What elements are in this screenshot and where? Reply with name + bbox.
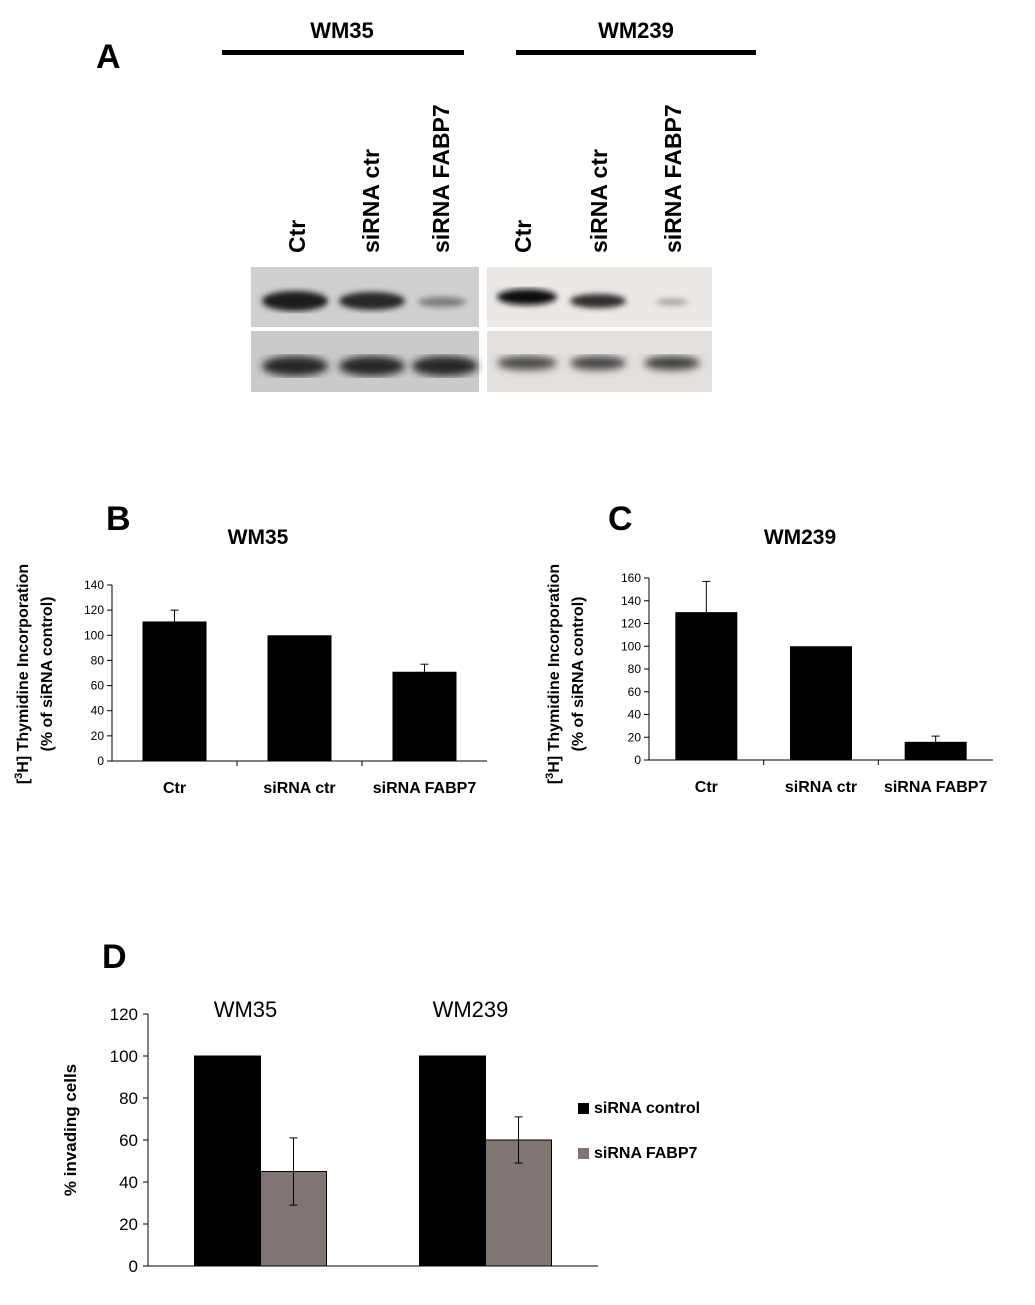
chart-c-title: WM239 (764, 526, 836, 549)
band-wm35-sirna-ctr-top (339, 292, 405, 310)
wm239-group-title: WM239 (598, 18, 674, 43)
bar-2 (392, 671, 457, 761)
band-wm239-sirna-ctr-bottom (570, 356, 626, 370)
panel-b-letter: B (106, 500, 131, 538)
band-wm35-sirna-fabp7-bottom (412, 356, 478, 376)
band-wm239-sirna-fabp7-bottom (644, 356, 700, 370)
y-tick-label: 20 (119, 1215, 138, 1234)
chart-b-ylabel-line1: [3H] Thymidine Incorporation (13, 564, 32, 784)
legend-label: siRNA FABP7 (594, 1145, 698, 1162)
y-tick-label: 100 (621, 639, 641, 653)
y-tick-label: 80 (91, 653, 105, 667)
chart-c-ylabel-line2: (% of siRNA control) (570, 597, 587, 752)
chart-d-ylabel: % invading cells (61, 1064, 80, 1196)
legend-swatch-0 (578, 1103, 589, 1114)
chart-c-ylabel-sup: 3 (544, 773, 556, 779)
y-tick-label: 20 (628, 730, 642, 744)
band-wm35-sirna-ctr-bottom (339, 356, 405, 376)
chart-b-title: WM35 (228, 526, 289, 549)
lane-label-wm239-sirna-ctr: siRNA ctr (586, 149, 612, 253)
group-label: WM239 (433, 997, 509, 1022)
bar-1-0 (419, 1055, 486, 1267)
y-tick-label: 40 (119, 1173, 138, 1192)
y-tick-label: 60 (91, 679, 105, 693)
y-tick-label: 120 (110, 1005, 138, 1024)
group-label: WM35 (214, 997, 278, 1022)
band-wm239-ctr-top (497, 289, 557, 305)
y-tick-label: 60 (119, 1131, 138, 1150)
lane-label-wm35-sirna-ctr: siRNA ctr (358, 149, 384, 253)
chart-c-wm239-thymidine: WM239 [3H] Thymidine Incorporation (% of… (544, 526, 993, 796)
y-tick-label: 120 (621, 617, 641, 631)
y-tick-label: 80 (119, 1089, 138, 1108)
y-tick-label: 160 (621, 571, 641, 585)
wm239-group-rule (516, 50, 756, 55)
x-category-label: siRNA FABP7 (373, 780, 477, 797)
band-wm35-sirna-fabp7-top (418, 297, 466, 307)
x-category-label: siRNA ctr (785, 779, 857, 796)
y-tick-label: 0 (129, 1257, 138, 1276)
western-blot-image (251, 267, 712, 392)
lane-label-wm35-sirna-fabp7: siRNA FABP7 (428, 104, 454, 253)
y-tick-label: 0 (634, 753, 641, 767)
y-tick-label: 40 (91, 704, 105, 718)
x-category-label: Ctr (695, 779, 718, 796)
y-tick-label: 120 (84, 603, 104, 617)
panel-a-letter: A (96, 38, 121, 76)
x-category-label: siRNA ctr (263, 780, 335, 797)
lane-label-wm239-sirna-fabp7: siRNA FABP7 (660, 104, 686, 253)
bar-0 (142, 621, 207, 761)
lane-label-wm35-ctr: Ctr (284, 219, 310, 253)
legend-label: siRNA control (594, 1100, 700, 1117)
bar-1 (267, 635, 332, 761)
y-tick-label: 0 (97, 754, 104, 768)
band-wm35-ctr-bottom (262, 356, 328, 376)
chart-b-wm35-thymidine: WM35 [3H] Thymidine Incorporation (% of … (13, 526, 487, 797)
lane-label-wm239-ctr: Ctr (510, 219, 536, 253)
panel-c-letter: C (608, 500, 633, 538)
bar-1 (790, 646, 852, 760)
band-wm239-ctr-bottom (497, 356, 557, 370)
panel-d-letter: D (102, 938, 127, 976)
chart-d-invasion: % invading cells 0 20 40 60 80 100 120 WM35 WM23… (61, 997, 700, 1276)
band-wm35-ctr-top (262, 291, 328, 311)
x-category-label: Ctr (163, 780, 186, 797)
y-tick-label: 40 (628, 708, 642, 722)
wm35-group-title: WM35 (310, 18, 374, 43)
band-wm239-sirna-ctr-top (570, 294, 626, 308)
y-tick-label: 100 (84, 628, 104, 642)
bar-0 (675, 612, 738, 760)
x-category-label: siRNA FABP7 (884, 779, 988, 796)
chart-b-ylabel-sup: 3 (13, 773, 25, 779)
legend-swatch-1 (578, 1148, 589, 1159)
y-tick-label: 140 (84, 578, 104, 592)
y-tick-label: 80 (628, 662, 642, 676)
bar-0-0 (194, 1055, 261, 1267)
y-tick-label: 60 (628, 685, 642, 699)
wm35-group-rule (222, 50, 464, 55)
y-tick-label: 20 (91, 729, 105, 743)
band-wm239-sirna-fabp7-top (656, 299, 688, 305)
y-tick-label: 100 (110, 1047, 138, 1066)
bar-2 (904, 741, 967, 760)
y-tick-label: 140 (621, 594, 641, 608)
chart-b-ylabel-line2: (% of siRNA control) (39, 597, 56, 752)
chart-c-ylabel-line1: [3H] Thymidine Incorporation (544, 564, 563, 784)
